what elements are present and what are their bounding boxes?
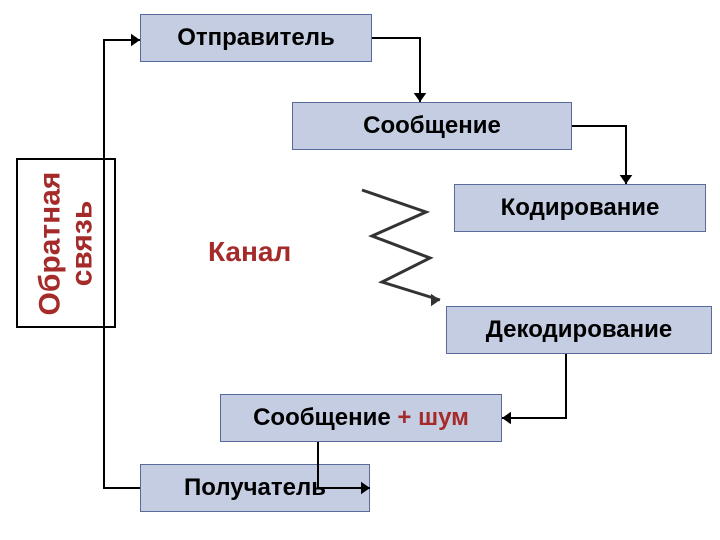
node-message: Сообщение: [292, 102, 572, 150]
node-receiver: Получатель: [140, 464, 370, 512]
feedback-line1: Обратная: [35, 171, 67, 315]
node-receiver-label: Получатель: [184, 474, 326, 502]
feedback-label: Обратная связь: [16, 158, 116, 328]
feedback-line2: связь: [66, 171, 98, 315]
node-message-label: Сообщение: [363, 112, 501, 140]
node-encoding-label: Кодирование: [501, 194, 660, 222]
channel-label: Канал: [208, 236, 291, 268]
node-message-noise: Сообщение + шум: [220, 394, 502, 442]
node-encoding: Кодирование: [454, 184, 706, 232]
channel-label-text: Канал: [208, 236, 291, 267]
msg-noise-prefix: Сообщение: [253, 404, 397, 431]
node-decoding: Декодирование: [446, 306, 712, 354]
node-decoding-label: Декодирование: [486, 316, 672, 344]
msg-noise-suffix: + шум: [397, 404, 468, 431]
node-sender-label: Отправитель: [177, 24, 335, 52]
node-sender: Отправитель: [140, 14, 372, 62]
